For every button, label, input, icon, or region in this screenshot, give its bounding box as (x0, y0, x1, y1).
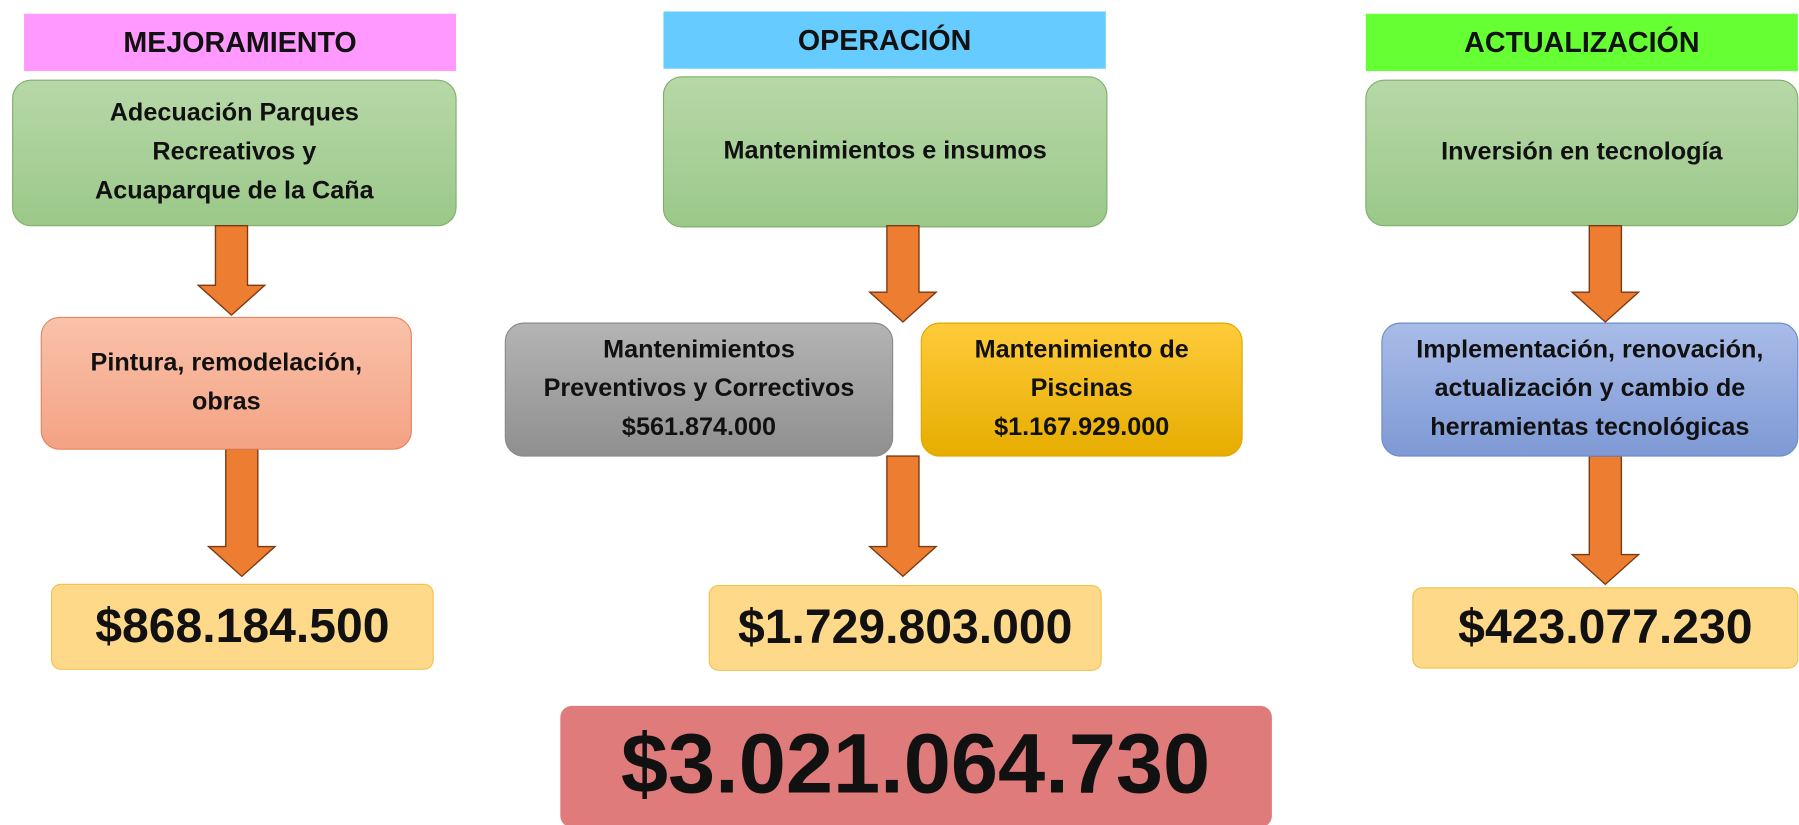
detail-box (504, 322, 894, 457)
layer: MEJORAMIENTO Adecuación Parques Recreativo… (12, 11, 1799, 825)
detail-label: herramientas tecnológicas (1430, 413, 1749, 441)
header-box (1365, 13, 1798, 72)
detail-label: Piscinas (1031, 374, 1133, 402)
header-box (663, 11, 1106, 69)
detail-box (40, 316, 412, 450)
header-label: MEJORAMIENTO (123, 27, 356, 59)
detail-label: Pintura, remodelación, (91, 348, 363, 376)
total-label: $423.077.230 (1458, 600, 1752, 654)
total-box (708, 584, 1102, 671)
item-box (1365, 79, 1799, 227)
detail-label: $1.167.929.000 (994, 413, 1169, 441)
detail-label: Mantenimientos (603, 335, 795, 363)
grand-total-box (560, 705, 1272, 825)
arrow (1570, 225, 1641, 323)
arrow (867, 225, 938, 323)
detail-label: actualización y cambio de (1434, 374, 1745, 402)
arrow (867, 455, 938, 578)
item-label: Adecuación Parques (110, 99, 359, 127)
header-label: ACTUALIZACIÓN (1464, 25, 1699, 59)
arrow (196, 225, 267, 317)
item-label: Inversión en tecnología (1441, 138, 1723, 166)
detail-label: Mantenimiento de (975, 335, 1189, 363)
item-box (662, 76, 1108, 228)
arrow (1570, 455, 1641, 586)
total-box (51, 583, 434, 670)
total-box (1412, 587, 1799, 669)
detail-box (920, 322, 1243, 457)
total-label: $868.184.500 (95, 599, 389, 653)
detail-box (1381, 322, 1799, 457)
detail-label: obras (192, 387, 261, 415)
arrow (206, 448, 277, 578)
detail-label: $561.874.000 (622, 413, 776, 441)
item-label: Mantenimientos e insumos (724, 136, 1047, 164)
grand-total-label: $3.021.064.730 (621, 715, 1210, 810)
total-label: $1.729.803.000 (738, 600, 1072, 654)
detail-label: Preventivos y Correctivos (544, 374, 855, 402)
item-label: Acuaparque de la Caña (95, 177, 375, 205)
detail-label: Implementación, renovación, (1416, 335, 1763, 363)
item-label: Recreativos y (152, 138, 316, 166)
header-label: OPERACIÓN (798, 23, 971, 57)
header-box (24, 13, 457, 72)
